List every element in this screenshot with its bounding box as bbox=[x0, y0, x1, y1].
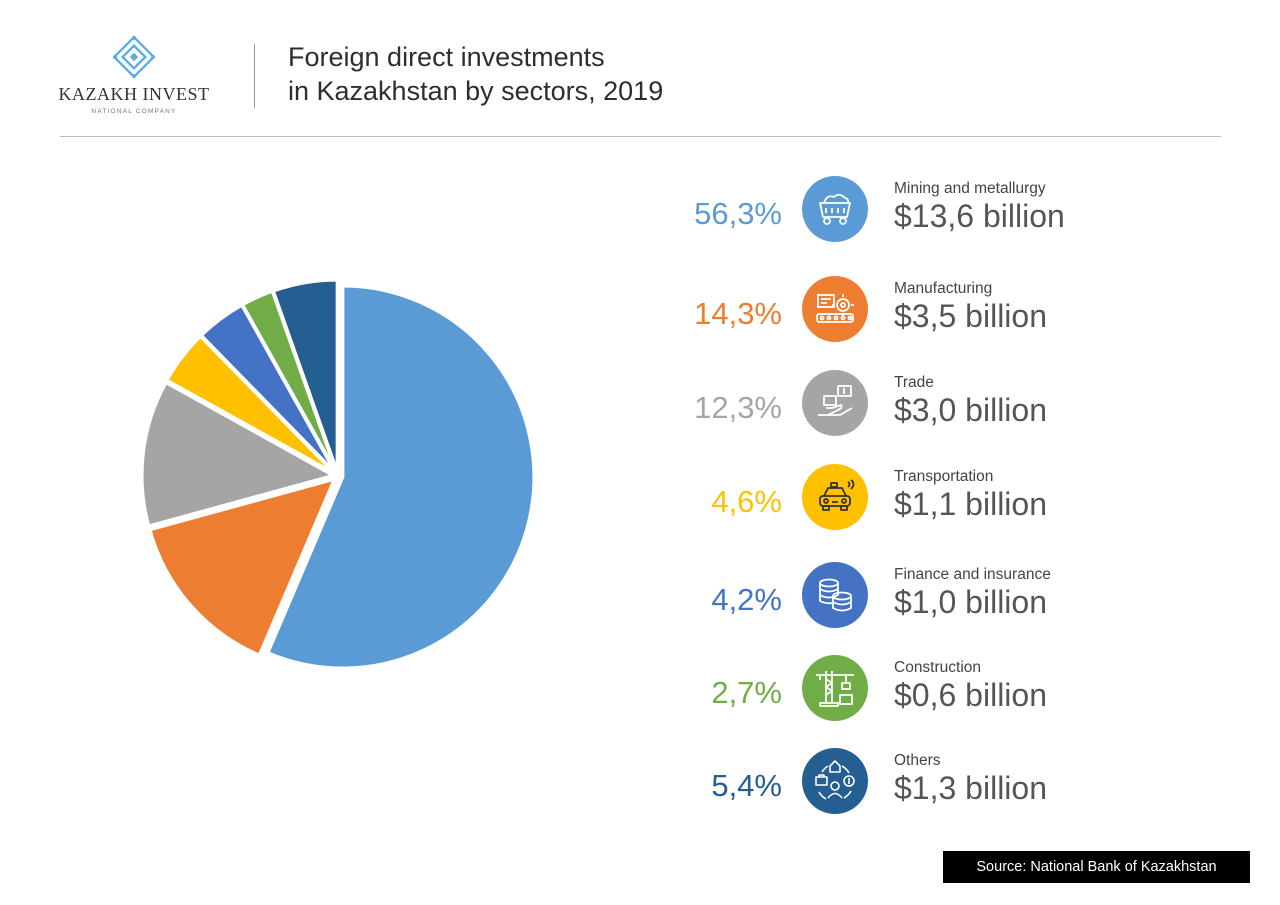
pie-slice-mining-and-metallurgy bbox=[266, 284, 536, 670]
legend-amount: $0,6 billion bbox=[894, 677, 1047, 713]
header-divider bbox=[254, 44, 255, 108]
hand-money-icon bbox=[802, 370, 868, 436]
legend-percent: 56,3% bbox=[694, 196, 782, 231]
car-icon bbox=[802, 464, 868, 530]
logo-subtitle: NATIONAL COMPANY bbox=[91, 108, 177, 115]
legend-label: Manufacturing bbox=[894, 280, 993, 297]
legend-percent: 4,6% bbox=[711, 484, 782, 519]
legend-item-construction: 2,7% Construction $0,6 billion bbox=[640, 655, 1240, 725]
crane-icon bbox=[802, 655, 868, 721]
legend-amount: $3,0 billion bbox=[894, 392, 1047, 428]
legend-item-manufacturing: 14,3% Manufacturing $3,5 billion bbox=[640, 276, 1240, 346]
header-rule bbox=[60, 136, 1221, 137]
legend-percent: 14,3% bbox=[694, 296, 782, 331]
legend-label: Transportation bbox=[894, 468, 994, 485]
legend-percent: 2,7% bbox=[711, 675, 782, 710]
legend-item-transportation: 4,6% Transportation $1,1 billion bbox=[640, 464, 1240, 534]
legend-label: Others bbox=[894, 752, 941, 769]
legend-amount: $13,6 billion bbox=[894, 198, 1065, 234]
pie-slice-manufacturing bbox=[148, 477, 337, 657]
legend-item-finance: 4,2% Finance and insurance $1,0 billion bbox=[640, 562, 1240, 632]
pie-slice-trade bbox=[140, 380, 337, 528]
mine-cart-icon bbox=[802, 176, 868, 242]
legend-percent: 5,4% bbox=[711, 768, 782, 803]
title-line-2: in Kazakhstan by sectors, 2019 bbox=[288, 76, 664, 106]
legend-label: Trade bbox=[894, 374, 934, 391]
legend-label: Mining and metallurgy bbox=[894, 180, 1046, 197]
kazakh-invest-emblem-icon bbox=[112, 35, 156, 79]
legend-label: Finance and insurance bbox=[894, 566, 1051, 583]
legend-amount: $3,5 billion bbox=[894, 298, 1047, 334]
legend-item-trade: 12,3% Trade $3,0 billion bbox=[640, 370, 1240, 440]
legend-label: Construction bbox=[894, 659, 982, 676]
source-note: Source: National Bank of Kazakhstan bbox=[943, 851, 1250, 883]
legend-amount: $1,1 billion bbox=[894, 486, 1047, 522]
legend-amount: $1,0 billion bbox=[894, 584, 1047, 620]
pie-chart bbox=[140, 278, 536, 670]
legend-percent: 4,2% bbox=[711, 582, 782, 617]
legend-item-mining: 56,3% Mining and metallurgy $13,6 billio… bbox=[640, 176, 1240, 246]
legend-item-others: 5,4% Others $1,3 billion bbox=[640, 748, 1240, 818]
factory-gear-icon bbox=[802, 276, 868, 342]
legend-amount: $1,3 billion bbox=[894, 770, 1047, 806]
company-logo: KAZAKH INVEST NATIONAL COMPANY bbox=[58, 34, 210, 115]
legend-percent: 12,3% bbox=[694, 390, 782, 425]
logo-name: KAZAKH INVEST bbox=[58, 84, 210, 104]
business-network-icon bbox=[802, 748, 868, 814]
page-title: Foreign direct investments in Kazakhstan… bbox=[288, 40, 663, 108]
coins-icon bbox=[802, 562, 868, 628]
title-line-1: Foreign direct investments bbox=[288, 42, 605, 72]
pie-slice-others bbox=[271, 278, 339, 472]
